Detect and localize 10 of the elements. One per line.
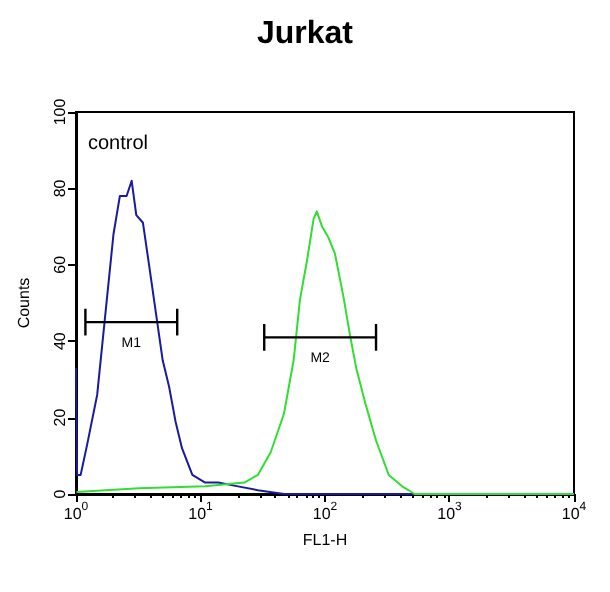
y-axis-title: Counts: [15, 277, 33, 329]
chart-title: Jurkat: [256, 17, 355, 51]
y-tick-label: 0: [51, 488, 69, 499]
y-tick-label: 100: [51, 97, 69, 126]
x-axis-title: FL1-H: [302, 530, 348, 549]
annotation: control: [88, 133, 149, 155]
y-tick-label: 20: [51, 407, 69, 427]
y-tick-label: 60: [51, 254, 69, 274]
y-tick-label: 40: [51, 331, 69, 351]
y-tick-label: 80: [51, 178, 69, 198]
